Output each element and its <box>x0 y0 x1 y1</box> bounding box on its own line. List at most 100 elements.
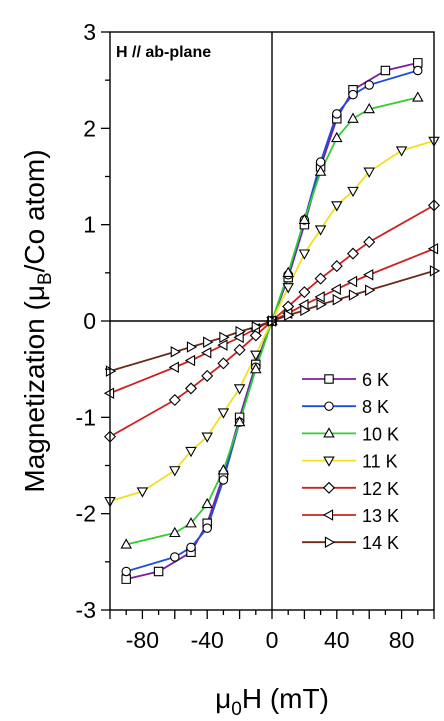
data-point <box>363 102 375 114</box>
data-point <box>332 109 342 119</box>
data-point <box>217 357 230 370</box>
x-axis-title-main: μ <box>215 683 231 714</box>
y-tick-label: 2 <box>83 115 96 141</box>
y-tick-label: -1 <box>76 404 96 430</box>
legend-marker <box>323 427 335 438</box>
legend-marker <box>322 509 334 521</box>
data-point <box>235 325 246 338</box>
data-point <box>314 225 327 236</box>
data-point <box>233 415 246 427</box>
data-point <box>105 365 117 377</box>
data-point <box>203 336 214 348</box>
data-point <box>429 265 441 277</box>
data-point <box>120 538 132 549</box>
data-point <box>219 331 230 344</box>
data-point <box>331 131 343 143</box>
data-point <box>202 523 212 533</box>
data-point <box>332 294 343 306</box>
data-point <box>217 408 230 419</box>
legend-marker <box>324 536 336 548</box>
legend-entry: 10 K <box>302 424 399 444</box>
data-point <box>170 346 181 358</box>
data-point <box>153 566 164 577</box>
x-tick-label: 80 <box>389 627 415 653</box>
legend-label: 8 K <box>362 397 389 417</box>
data-point <box>413 65 423 76</box>
data-point <box>348 289 360 301</box>
legend: 6 K 8 K 10 K 11 K 12 K 13 K 14 K <box>302 370 399 553</box>
legend-entry: 14 K <box>302 533 399 553</box>
legend-entry: 8 K <box>302 397 389 417</box>
data-point <box>315 157 326 167</box>
y-tick-label: 3 <box>83 19 96 45</box>
data-point <box>201 347 212 359</box>
data-point <box>250 350 262 361</box>
data-point <box>314 291 325 303</box>
data-point <box>365 284 376 296</box>
data-point <box>250 363 262 374</box>
data-point <box>233 343 246 356</box>
data-point <box>284 309 295 321</box>
data-point <box>169 526 181 538</box>
data-point <box>346 247 360 260</box>
y-tick-label: 0 <box>83 308 96 334</box>
data-point <box>251 321 262 333</box>
data-point <box>363 268 374 281</box>
data-point <box>363 167 375 178</box>
data-point <box>346 275 358 288</box>
y-axis-title: Magnetization (μB/Co atom) <box>19 149 56 492</box>
data-point <box>298 249 311 260</box>
legend-entry: 6 K <box>302 370 389 390</box>
legend-marker <box>323 456 335 467</box>
data-point <box>184 382 198 395</box>
data-point <box>282 283 294 294</box>
data-point <box>316 298 327 311</box>
data-point <box>282 266 294 277</box>
x-axis-title-sub: 0 <box>231 699 242 720</box>
legend-entry: 11 K <box>302 452 398 472</box>
data-point <box>314 165 327 176</box>
y-tick-label: -2 <box>76 501 96 527</box>
data-point <box>169 466 181 477</box>
data-point <box>184 354 196 367</box>
data-point <box>412 91 424 102</box>
data-point <box>347 112 359 123</box>
legend-label: 14 K <box>362 533 399 553</box>
y-axis-title-sub: B <box>35 272 56 285</box>
annotation-text: H // ab-plane <box>116 44 211 61</box>
data-point <box>233 384 246 395</box>
data-point <box>217 339 228 351</box>
data-point <box>348 89 358 100</box>
data-point <box>298 213 311 224</box>
data-point <box>364 80 374 90</box>
data-point <box>168 393 181 407</box>
y-axis-title-main: Magnetization (μ <box>19 285 50 493</box>
data-point <box>427 242 439 255</box>
x-tick-label: -80 <box>126 627 159 653</box>
data-point <box>218 475 229 485</box>
legend-label: 12 K <box>362 479 399 499</box>
legend-entry: 12 K <box>302 479 399 499</box>
data-point <box>363 235 376 249</box>
data-point <box>121 566 131 577</box>
data-point <box>331 201 343 212</box>
x-axis-title-rest: H (mT) <box>242 683 329 714</box>
data-point <box>103 387 115 400</box>
y-tick-label: -3 <box>76 597 96 623</box>
legend-label: 10 K <box>362 424 399 444</box>
data-point <box>330 283 341 295</box>
data-point <box>168 361 179 374</box>
legend-label: 6 K <box>362 370 389 390</box>
x-tick-label: -40 <box>191 627 224 653</box>
data-point <box>330 260 343 273</box>
ticks: -80 -40 0 40 80 -3 -2 -1 0 1 2 3 <box>76 19 435 653</box>
data-point <box>380 65 391 76</box>
data-point <box>298 286 311 299</box>
data-point <box>186 542 196 553</box>
data-point <box>121 574 131 584</box>
data-point <box>170 552 180 562</box>
data-point <box>201 497 213 509</box>
legend-entry: 13 K <box>302 506 399 526</box>
x-tick-label: 0 <box>266 627 279 653</box>
